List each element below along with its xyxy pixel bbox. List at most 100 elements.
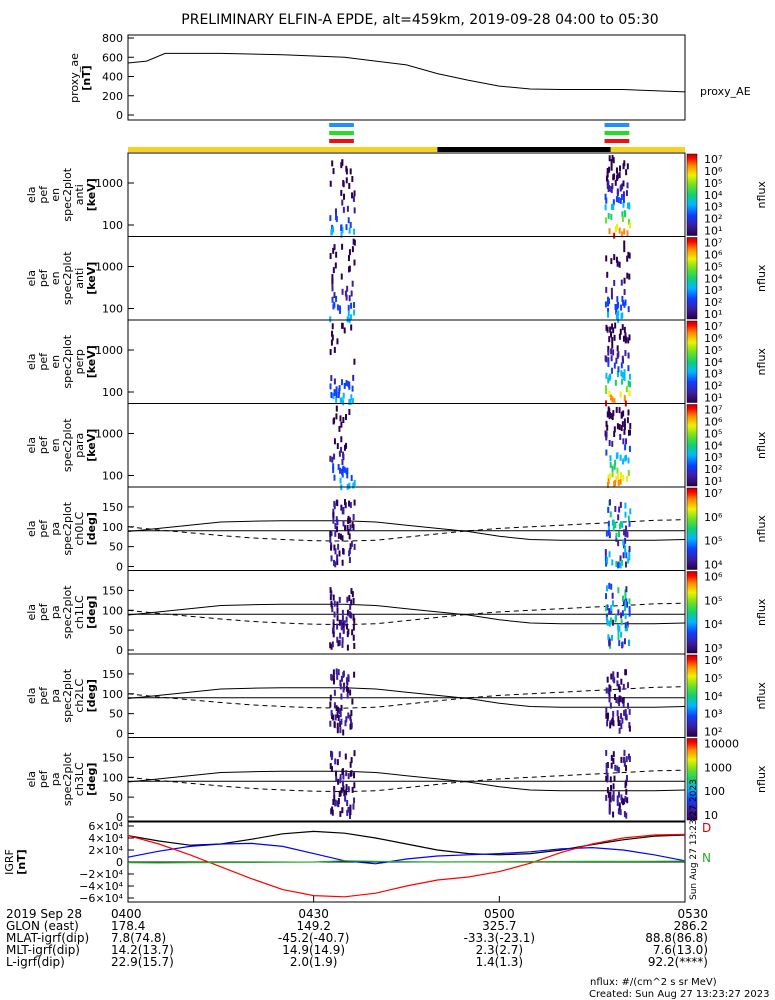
- pa-spectrogram-cell: [339, 777, 342, 784]
- proxy-ae-ylabel-line: [nT]: [80, 65, 93, 90]
- footer-row-label: 2019 Sep 28: [6, 907, 82, 921]
- footer-value: 14.9(14.9): [282, 943, 345, 957]
- spectrogram-cell: [349, 314, 352, 321]
- spectrogram-cell: [610, 287, 613, 294]
- spectrogram-cell: [620, 304, 623, 311]
- spectrogram-cell: [627, 380, 630, 387]
- pa-spectrogram-cell: [335, 516, 338, 523]
- spectrogram-cell: [619, 391, 622, 398]
- pa-spectrogram-cell: [329, 763, 332, 770]
- spectrogram-cell: [605, 420, 608, 427]
- spectrogram-cell: [329, 316, 332, 323]
- colorbar-tick-label: 10⁶: [704, 571, 723, 584]
- spectrogram-cell: [606, 271, 609, 278]
- spectrogram-cell: [337, 391, 340, 398]
- spectrogram-cell: [608, 390, 611, 397]
- spectrogram-cell: [343, 382, 346, 389]
- pa-spectrogram-cell: [352, 514, 355, 521]
- pa-spectrogram-cell: [621, 610, 624, 617]
- spectrogram-cell: [622, 474, 625, 481]
- pa-tick-label: 150: [102, 668, 123, 681]
- spectrogram-cell: [338, 467, 341, 474]
- pa-tick-label: 50: [109, 791, 123, 804]
- pa-spectrogram-cell: [345, 616, 348, 623]
- panel-ylabel-line: pa: [49, 522, 62, 536]
- pa-spectrogram-cell: [618, 719, 621, 726]
- igrf-series-2: [127, 833, 686, 898]
- pa-spectrogram-cell: [608, 696, 611, 703]
- pa-spectrogram-cell: [605, 530, 608, 537]
- spectrogram-cell: [628, 389, 631, 396]
- spectrogram-cell: [332, 393, 335, 400]
- pa-spectrogram-cell: [332, 675, 335, 682]
- spectrogram-cell: [611, 396, 614, 403]
- footer-value: -33.3(-23.1): [464, 931, 535, 945]
- colorbar-tick-label: 10⁴: [704, 690, 723, 703]
- panel-ylabel-line: en: [49, 188, 62, 202]
- spectrogram-cell: [628, 373, 631, 380]
- pa-spectrogram-cell: [625, 812, 628, 819]
- spectrogram-cell: [345, 380, 348, 387]
- pa-spectrogram-cell: [348, 500, 351, 507]
- pa-spectrogram-cell: [331, 751, 334, 758]
- pa-spectrogram-cell: [344, 753, 347, 760]
- pa-spectrogram-cell: [626, 625, 629, 632]
- pa-spectrogram-cell: [336, 712, 339, 719]
- pa-spectrogram-cell: [624, 549, 627, 556]
- spectrogram-cell: [332, 267, 335, 274]
- panel-ylabel-line: pef: [37, 686, 50, 705]
- colorbar-tick-label: 10⁵: [704, 177, 722, 190]
- colorbar-tick-label: 10⁶: [704, 332, 723, 345]
- pa-spectrogram-cell: [610, 634, 613, 641]
- igrf-ylabel: IGRF [nT]: [3, 849, 28, 875]
- pa-spectrogram-cell: [612, 783, 615, 790]
- proxy-ae-tick-label: 400: [102, 71, 123, 84]
- colorbar-label: nflux: [755, 515, 768, 543]
- pa-spectrogram-cell: [335, 668, 338, 675]
- footer-value: 286.2: [674, 919, 708, 933]
- igrf-tick-label: −2×10⁴: [79, 868, 123, 881]
- spectrogram-cell: [624, 350, 627, 357]
- pa-spectrogram-cell: [347, 773, 350, 780]
- spectrogram-cell: [610, 355, 613, 362]
- pa-spectrogram-cell: [336, 559, 339, 566]
- spectrogram-cell: [611, 323, 614, 330]
- pa-spectrogram-cell: [615, 532, 618, 539]
- pa-spectrogram-cell: [330, 673, 333, 680]
- pa-spectrogram-cell: [333, 785, 336, 792]
- pa-spectrogram-cell: [329, 694, 332, 701]
- spectrogram-cell: [622, 438, 625, 445]
- pa-spectrogram-cell: [347, 528, 350, 535]
- pa-spectrogram-cell: [331, 806, 334, 813]
- spectrogram-cell: [605, 449, 608, 456]
- spectrogram-cell: [338, 450, 341, 457]
- pa-spectrogram-cell: [346, 644, 349, 651]
- science-zone-markers: [329, 123, 630, 143]
- colorbar-label: nflux: [755, 348, 768, 376]
- pa-spectrogram-cell: [342, 628, 345, 635]
- proxy-ae-panel: 800 600 400 200 0 proxy_ae [nT] proxy_AE: [68, 32, 751, 122]
- spectrogram-cell: [330, 392, 333, 399]
- spectrogram-cell: [624, 455, 627, 462]
- pa-spectrogram-cell: [624, 589, 627, 596]
- pa-spectrogram-cell: [626, 621, 629, 628]
- pa-spectrogram-cell: [352, 624, 355, 631]
- spectrogram-cell: [621, 421, 624, 428]
- pa-spectrogram-cell: [339, 711, 342, 718]
- pa-spectrogram-cell: [624, 605, 627, 612]
- pa-spectrogram-cell: [332, 631, 335, 638]
- panel-ylabel-line: [keV]: [85, 345, 98, 378]
- panel-4: 10⁷ 10⁶ 10⁵ 10⁴ nflux ela pef pa spec2plot ch0LC[…: [25, 486, 768, 574]
- spectrogram-cell: [624, 299, 627, 306]
- panel-ylabel-line: en: [49, 355, 62, 369]
- pa-spectrogram-cell: [624, 622, 627, 629]
- igrf-tick-label: 2×10⁴: [88, 844, 123, 857]
- pa-spectrogram-cell: [329, 720, 332, 727]
- pa-spectrogram-cell: [344, 499, 347, 506]
- pa-spectrogram-cell: [350, 757, 353, 764]
- pa-spectrogram-cell: [341, 807, 344, 814]
- spectrogram-cell: [353, 190, 356, 197]
- pa-spectrogram-cell: [624, 502, 627, 509]
